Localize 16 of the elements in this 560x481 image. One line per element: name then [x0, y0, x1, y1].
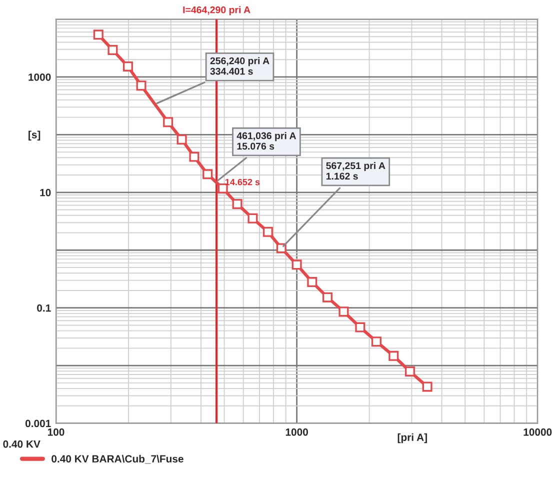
- annotation: 256,240 pri A 334.401 s: [210, 57, 270, 75]
- x-axis-title: [pri A]: [398, 433, 427, 444]
- annotation: 567,251 pri A 1.162 s: [326, 162, 386, 180]
- y-tick-label: 0.001: [25, 420, 51, 428]
- x-tick-label: 100: [48, 428, 64, 436]
- ref-line-label: I=464,290 pri A: [183, 6, 250, 16]
- x-tick-label: 10000: [524, 428, 552, 436]
- annotation: 14.652 s: [225, 178, 260, 186]
- text: 0.40 KV: [3, 440, 40, 448]
- legend-label: 0.40 KV BARA\Cub_7\Fuse: [52, 454, 184, 464]
- x-tick-label: 1000: [286, 428, 308, 436]
- y-tick-label: 1000: [28, 73, 51, 81]
- annotation: 461,036 pri A 15.076 s: [236, 132, 296, 150]
- y-tick-label: 10: [40, 188, 51, 196]
- y-axis-title: [s]: [28, 130, 40, 140]
- y-tick-label: 0.1: [37, 304, 51, 312]
